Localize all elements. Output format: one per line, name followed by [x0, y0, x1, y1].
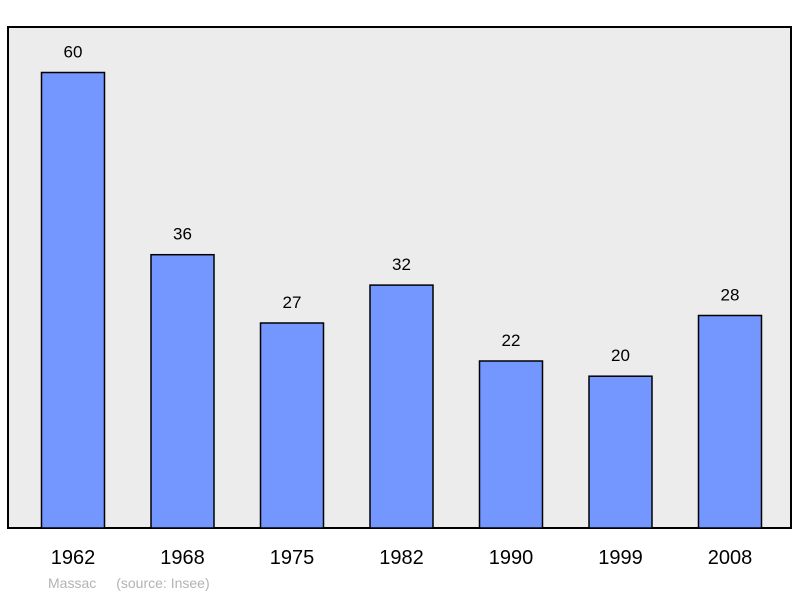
x-tick-labels-group: 1962 1968 1975 1982 1990 1999 2008: [51, 547, 753, 569]
bar-2008: [697, 314, 763, 529]
x-tick-label-1982: 1982: [379, 547, 424, 569]
value-label-1975: 27: [283, 293, 302, 312]
value-label-1999: 20: [611, 346, 630, 365]
bar-1962: [40, 71, 106, 529]
bar-1975: [259, 322, 325, 529]
x-tick-label-1999: 1999: [598, 547, 643, 569]
x-tick-label-1990: 1990: [489, 547, 534, 569]
value-label-1990: 22: [502, 331, 521, 350]
bar-1968: [150, 253, 215, 529]
value-label-1982: 32: [392, 255, 411, 274]
bars-group: [40, 71, 763, 529]
caption-source: (source: Insee): [116, 575, 210, 591]
value-labels-group: 60 36 27 32 22 20 28: [64, 43, 740, 366]
x-tick-label-1968: 1968: [160, 547, 205, 569]
chart-caption: Massac (source: Insee): [48, 575, 230, 591]
value-label-1962: 60: [64, 43, 83, 62]
bar-1982: [369, 284, 434, 529]
caption-commune: Massac: [48, 575, 97, 591]
x-tick-label-2008: 2008: [708, 547, 753, 569]
x-tick-label-1962: 1962: [51, 547, 96, 569]
bar-1990: [478, 360, 544, 529]
value-label-2008: 28: [721, 286, 740, 305]
value-label-1968: 36: [173, 225, 192, 244]
x-tick-label-1975: 1975: [270, 547, 315, 569]
bar-1999: [588, 375, 653, 529]
